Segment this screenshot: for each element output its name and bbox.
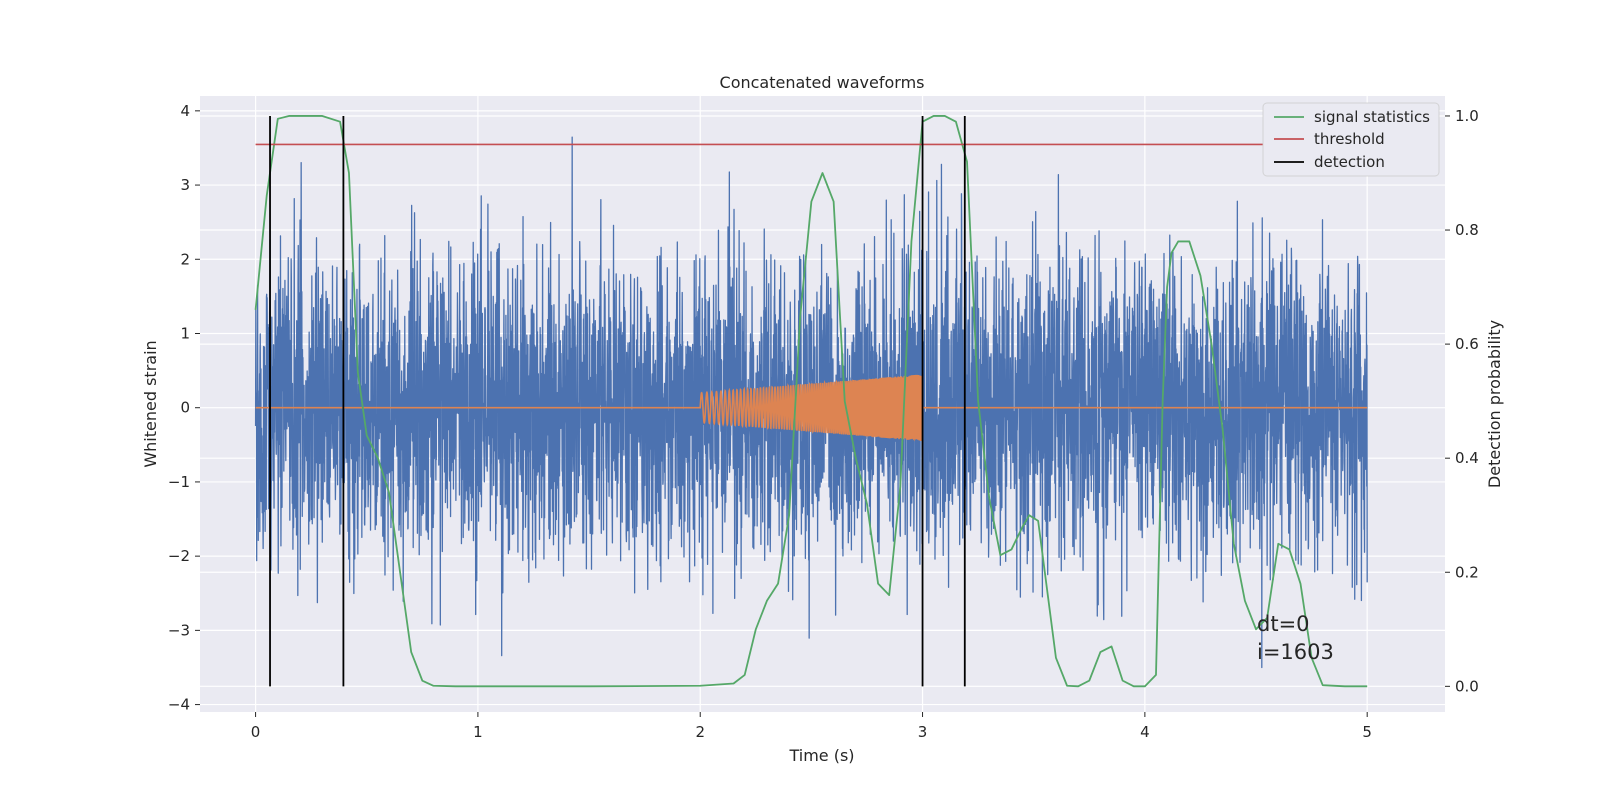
y-tick-label: 4 <box>180 102 190 120</box>
x-axis-label: Time (s) <box>788 746 854 765</box>
y-tick-label: 2 <box>180 250 190 268</box>
y-tick-label: 1 <box>180 324 190 342</box>
y2-tick-label: 0.6 <box>1455 335 1479 353</box>
y-tick-label: 0 <box>180 399 190 417</box>
y2-tick-label: 1.0 <box>1455 107 1479 125</box>
y-tick-label: −1 <box>168 473 190 491</box>
annotation-index: i=1603 <box>1257 640 1334 664</box>
y-axis-right: 0.0 0.2 0.4 0.6 0.8 1.0 <box>1445 107 1479 695</box>
chart-title: Concatenated waveforms <box>720 73 925 92</box>
y2-tick-label: 0.2 <box>1455 563 1479 581</box>
x-tick-label: 3 <box>918 723 928 741</box>
x-tick-label: 5 <box>1362 723 1372 741</box>
legend-label-detection: detection <box>1314 153 1385 171</box>
y-tick-label: −2 <box>168 547 190 565</box>
signal-statistics-line <box>254 115 1368 688</box>
x-axis: 0 1 2 3 4 5 <box>251 712 1372 741</box>
legend-label-threshold: threshold <box>1314 130 1385 148</box>
legend-label-signal-statistics: signal statistics <box>1314 108 1430 126</box>
x-tick-label: 1 <box>473 723 483 741</box>
y-axis-left: −4 −3 −2 −1 0 1 2 3 4 <box>168 102 200 714</box>
x-tick-label: 0 <box>251 723 261 741</box>
y2-tick-label: 0.4 <box>1455 449 1479 467</box>
y2-axis-label: Detection probability <box>1485 320 1504 488</box>
y-axis-label: Whitened strain <box>141 340 160 467</box>
annotation-dt: dt=0 <box>1257 612 1310 636</box>
y-tick-label: −4 <box>168 696 190 714</box>
y-tick-label: 3 <box>180 176 190 194</box>
data-layer <box>254 115 1390 688</box>
legend: signal statistics threshold detection <box>1262 102 1440 177</box>
waveform-line <box>255 374 1368 442</box>
x-tick-label: 2 <box>695 723 705 741</box>
y-tick-label: −3 <box>168 621 190 639</box>
legend-box <box>1262 102 1440 177</box>
y2-tick-label: 0.8 <box>1455 221 1479 239</box>
y2-tick-label: 0.0 <box>1455 677 1479 695</box>
strain-line <box>254 136 1368 669</box>
x-tick-label: 4 <box>1140 723 1150 741</box>
